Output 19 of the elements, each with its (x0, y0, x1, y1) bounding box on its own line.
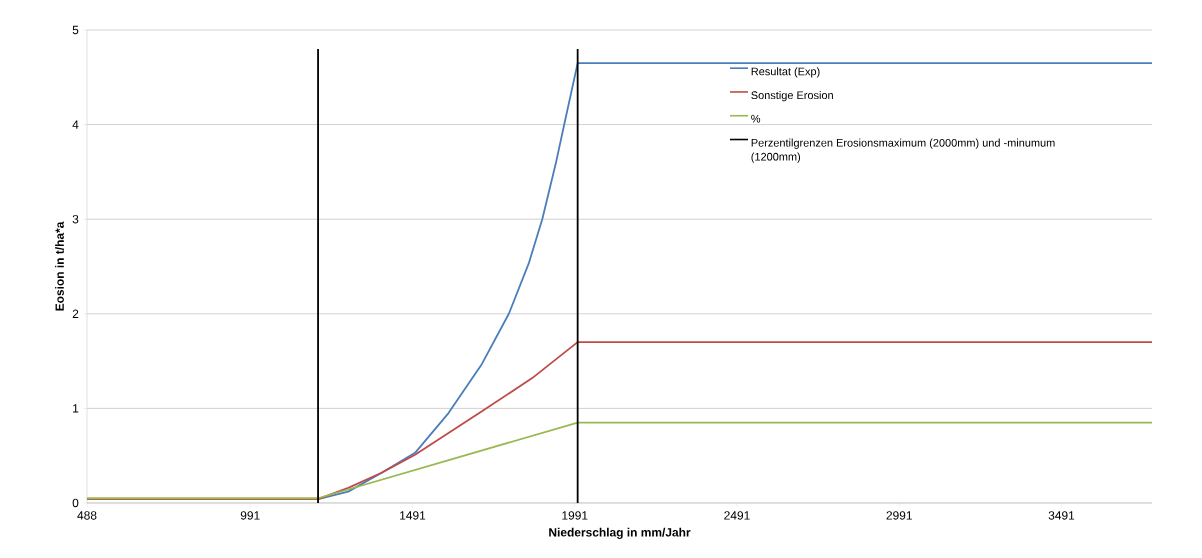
x-axis-title: Niederschlag in mm/Jahr (549, 527, 691, 539)
legend-label: Perzentilgrenzen Erosionsmaximum (2000mm) und -minumum (1200mm) (751, 138, 1055, 163)
legend-label: Resultat (Exp) (751, 67, 820, 78)
legend-label: % (751, 114, 761, 123)
x-tick-label: 2491 (724, 511, 750, 520)
x-tick-label: 991 (240, 511, 260, 520)
y-axis-title: Eosion in t/ha*a (55, 221, 64, 311)
y-tick-label: 4 (72, 120, 79, 129)
y-tick-label: 0 (72, 498, 79, 508)
y-tick-label: 3 (72, 214, 79, 224)
x-tick-label: 3491 (1048, 511, 1075, 520)
x-tick-label: 2991 (886, 511, 912, 520)
y-tick-label: 5 (72, 25, 79, 35)
y-tick-label: 1 (73, 404, 79, 413)
x-tick-label: 1991 (562, 511, 588, 520)
x-tick-label: 1491 (400, 511, 426, 520)
x-tick-label: 488 (77, 511, 97, 520)
legend-label: Sonstige Erosion (751, 91, 833, 102)
y-tick-label: 2 (72, 309, 79, 318)
